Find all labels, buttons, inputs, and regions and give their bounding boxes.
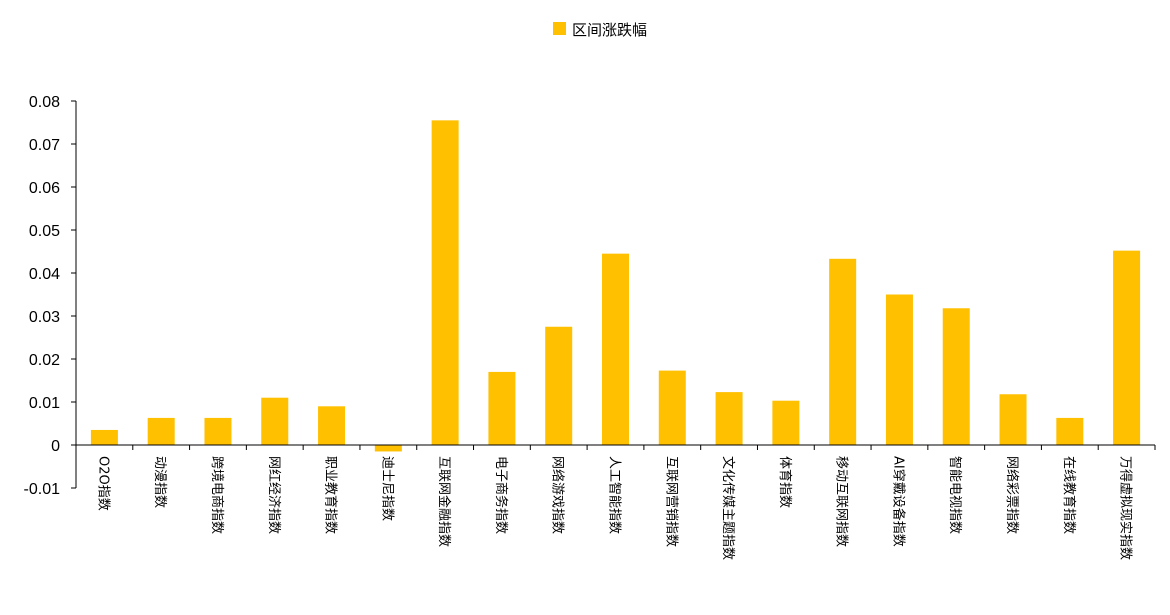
x-category-label: 互联网营销指数	[663, 456, 678, 547]
bar	[999, 394, 1027, 445]
y-tick-label: 0.02	[29, 352, 60, 369]
y-tick-label: 0.03	[29, 309, 60, 326]
bar	[1113, 250, 1141, 445]
x-category-label: 智能电视指数	[947, 456, 962, 534]
bar	[772, 400, 800, 445]
bar	[374, 445, 402, 452]
x-axis-labels: O2O指数 动漫指数 跨境电商指数 网红经济指数 职业教育指数 迪士尼指数 互联网金融指数 电…	[95, 456, 1133, 560]
x-category-label: 体育指数	[777, 456, 793, 508]
legend-swatch	[553, 22, 566, 35]
y-tick-label: -0.01	[24, 481, 61, 498]
x-axis	[75, 444, 1156, 450]
x-category-label: 文化传媒主题指数	[720, 456, 735, 560]
bar	[602, 253, 629, 445]
bar	[147, 417, 175, 445]
x-category-label: 万得虚拟现实指数	[1118, 456, 1134, 560]
bars	[90, 120, 1141, 452]
bar	[658, 370, 686, 445]
bar	[318, 406, 346, 445]
x-category-label: 职业教育指数	[323, 456, 339, 534]
bar	[488, 371, 516, 445]
legend: 区间涨跌幅	[553, 21, 647, 39]
x-category-label: 移动互联网指数	[834, 456, 849, 547]
x-category-label: O2O指数	[95, 456, 110, 511]
x-category-label: 网红经济指数	[266, 456, 282, 534]
x-category-label: 网络彩票指数	[1004, 456, 1020, 534]
bar	[545, 326, 573, 445]
bar	[885, 294, 913, 445]
x-category-label: 电子商务指数	[493, 456, 509, 534]
y-tick-label: 0.07	[29, 137, 60, 154]
x-category-label: 互联网金融指数	[436, 456, 452, 547]
bar	[829, 258, 857, 445]
x-category-label: 动漫指数	[152, 456, 167, 508]
bar	[715, 392, 743, 445]
x-category-label: 跨境电商指数	[209, 456, 224, 534]
x-category-label: 网络游戏指数	[550, 456, 566, 534]
y-tick-label: 0.01	[29, 395, 60, 412]
y-tick-label: 0	[51, 438, 60, 455]
x-category-label: 在线教育指数	[1061, 456, 1077, 534]
y-tick-label: 0.04	[29, 266, 60, 283]
bar	[1056, 417, 1084, 445]
bar	[942, 308, 970, 445]
legend-label: 区间涨跌幅	[572, 21, 647, 39]
bar	[90, 429, 118, 445]
bar	[204, 417, 232, 445]
y-axis: 0.08 0.07 0.06 0.05 0.04 0.03 0.02 0.01 0 -0.01	[24, 94, 77, 498]
y-tick-label: 0.08	[29, 94, 60, 111]
y-tick-label: 0.06	[29, 180, 60, 197]
y-tick-label: 0.05	[29, 223, 60, 240]
x-category-label: AI穿戴设备指数	[890, 456, 906, 547]
bar	[261, 397, 289, 445]
bar	[431, 120, 459, 445]
x-category-label: 人工智能指数	[607, 456, 622, 534]
x-category-label: 迪士尼指数	[379, 456, 394, 521]
